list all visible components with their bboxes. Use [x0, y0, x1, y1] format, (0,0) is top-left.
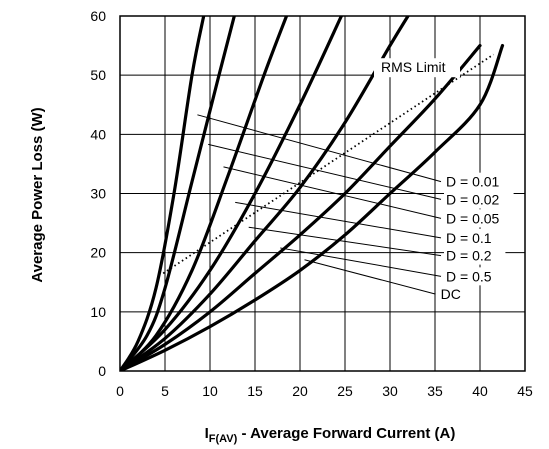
curve-d-0-5 [120, 43, 482, 371]
series-labels: D = 0.01D = 0.02 D = 0.05 D = 0.1 D = 0.2 D … [438, 172, 514, 304]
plot-frame [119, 15, 526, 372]
rms-limit: RMS Limit [162, 53, 494, 275]
y-tick-0: 0 [98, 363, 106, 379]
series-label-d-0-01: D = 0.01 [446, 174, 500, 190]
series-label-d-0-1: D = 0.1 [446, 230, 492, 246]
series-label-d-0-05: D = 0.05 [446, 210, 500, 226]
x-axis-title: IF(AV) - Average Forward Current (A) [205, 425, 456, 445]
series-label-d-0-02: D = 0.02 [446, 191, 500, 207]
x-tick-labels: 0 5 10 15 20 25 30 35 40 45 [116, 383, 533, 399]
label-bg-d-0-01 [444, 172, 514, 191]
x-tick-15: 15 [247, 383, 263, 399]
y-tick-30: 30 [90, 186, 106, 202]
x-tick-35: 35 [427, 383, 443, 399]
label-bg-d-0-05 [444, 209, 514, 228]
x-axis-title-rest: - Average Forward Current (A) [237, 425, 455, 442]
rms-limit-label-bg [374, 58, 460, 78]
label-bg-d-0-2 [444, 246, 506, 265]
series-label-dc: DC [441, 286, 461, 302]
curve-d-0-05 [120, 16, 289, 371]
leader-d-0-01 [197, 114, 442, 183]
x-tick-30: 30 [382, 383, 398, 399]
x-tick-25: 25 [337, 383, 353, 399]
curves [120, 16, 505, 371]
x-tick-20: 20 [292, 383, 308, 399]
x-axis-title-subscript: F(AV) [209, 433, 238, 445]
y-tick-labels: 0 10 20 30 40 50 60 [90, 8, 106, 379]
rms-limit-line [162, 53, 494, 275]
series-label-d-0-5: D = 0.5 [446, 268, 492, 284]
y-axis-title: Average Power Loss (W) [29, 107, 46, 282]
y-tick-50: 50 [90, 67, 106, 83]
leader-d-0-2 [248, 226, 442, 257]
curve-d-0-02 [120, 16, 236, 371]
rms-limit-label: RMS Limit [381, 59, 446, 75]
y-tick-10: 10 [90, 304, 106, 320]
y-tick-60: 60 [90, 8, 106, 24]
x-tick-0: 0 [116, 383, 124, 399]
leader-d-0-02 [208, 143, 442, 200]
label-bg-d-0-1 [444, 228, 506, 247]
leader-d-0-1 [235, 201, 442, 239]
label-bg-dc [438, 285, 459, 304]
label-bg-d-0-5 [444, 267, 506, 286]
y-tick-40: 40 [90, 126, 106, 142]
leader-d-0-05 [223, 166, 442, 219]
x-tick-40: 40 [472, 383, 488, 399]
label-bg-d-0-02 [444, 190, 514, 209]
leader-dc [304, 259, 436, 295]
leader-d-0-5 [280, 247, 442, 277]
y-tick-20: 20 [90, 245, 106, 261]
curve-d-0-2 [120, 16, 410, 371]
series-label-d-0-2: D = 0.2 [446, 248, 492, 264]
leader-lines [197, 114, 442, 295]
curve-dc [120, 43, 505, 371]
x-tick-10: 10 [202, 383, 218, 399]
x-axis-title-main: I [205, 425, 209, 442]
curve-d-0-01 [120, 16, 206, 371]
x-tick-5: 5 [161, 383, 169, 399]
x-tick-45: 45 [517, 383, 533, 399]
curve-d-0-1 [120, 16, 343, 371]
